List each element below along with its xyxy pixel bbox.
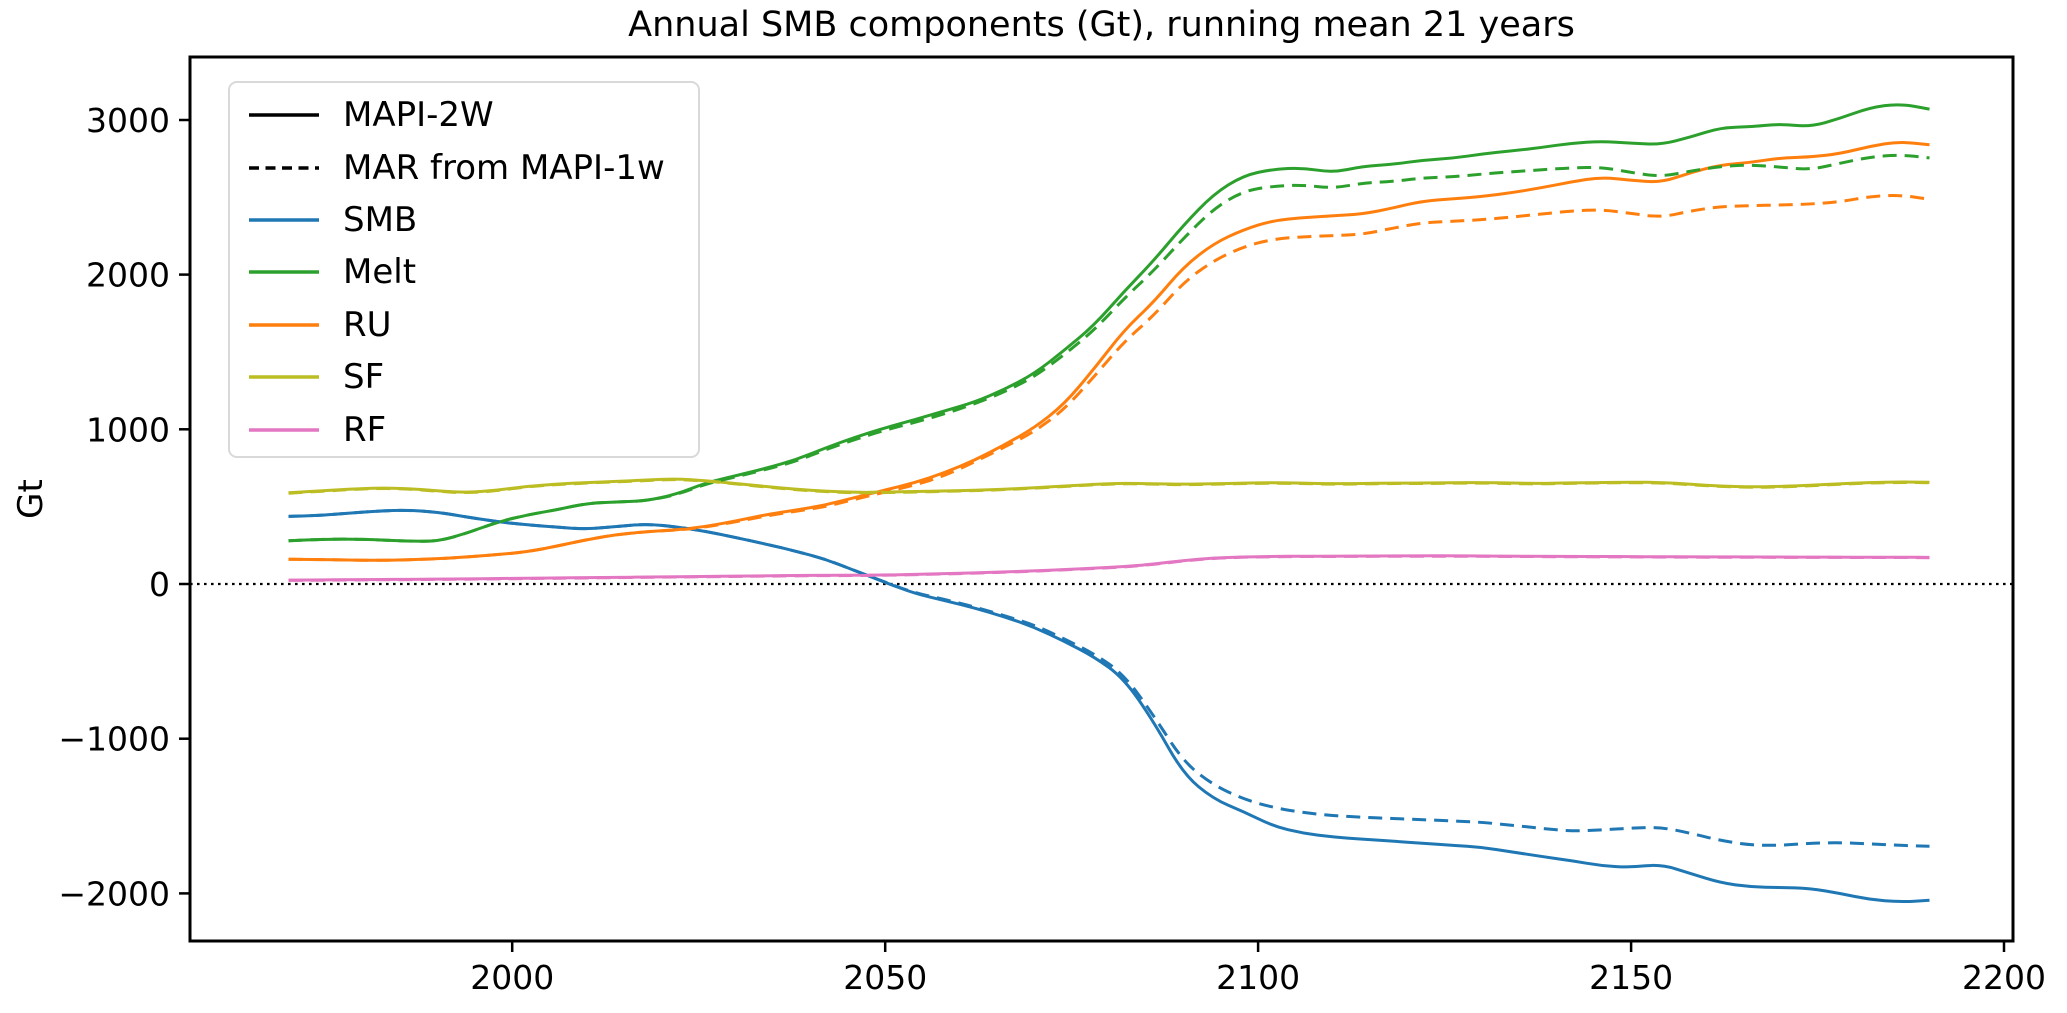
legend-line-sample-solid: [249, 270, 319, 275]
x-tick-label: 2100: [1216, 958, 1300, 997]
legend-item-mar-from-mapi-1w: MAR from MAPI-1w: [247, 141, 698, 193]
chart-title: Annual SMB components (Gt), running mean…: [628, 5, 1575, 45]
legend-item-rf: RF: [247, 403, 698, 455]
x-tick-label: 2150: [1589, 958, 1673, 997]
series-lines-group: [288, 103, 1930, 904]
legend: MAPI-2W MAR from MAPI-1w SMB Melt RU SF RF: [228, 81, 700, 458]
legend-line-sample-dashed: [249, 165, 319, 170]
legend-line-sample-solid: [249, 113, 319, 117]
y-axis-label: Gt: [11, 479, 51, 519]
series-line-smb-mar1w: [288, 508, 1930, 848]
series-line-ru-mar1w: [288, 194, 1930, 562]
legend-line-sample-solid: [249, 323, 319, 327]
y-tick-label: 0: [149, 565, 170, 604]
plot-border: [188, 55, 2015, 943]
y-tick-label: −2000: [58, 874, 170, 913]
legend-label: SF: [343, 357, 385, 398]
legend-label: RU: [343, 304, 392, 345]
axes-group: 2000 2050 2100 2150 2200 3000 2000 1000 0 −1000 −2…: [58, 55, 2046, 997]
series-line-melt-mar1w: [288, 153, 1930, 543]
legend-line-sample-solid: [249, 375, 319, 379]
legend-label: Melt: [343, 252, 417, 293]
legend-item-smb: SMB: [247, 194, 698, 246]
y-tick-label: 2000: [86, 256, 170, 295]
x-tick-label: 2050: [843, 958, 927, 997]
legend-label: RF: [343, 409, 387, 450]
legend-item-sf: SF: [247, 351, 698, 403]
legend-item-melt: Melt: [247, 246, 698, 298]
y-tick-label: −1000: [58, 720, 170, 759]
legend-item-mapi-2w: MAPI-2W: [247, 89, 698, 141]
x-tick-label: 2000: [470, 958, 554, 997]
series-line-smb-mapi2w: [288, 508, 1930, 904]
legend-line-sample-solid: [249, 427, 319, 432]
x-tick-label: 2200: [1962, 958, 2046, 997]
y-tick-label: 1000: [86, 410, 170, 449]
series-line-sf-mar1w: [288, 478, 1930, 495]
legend-label: MAR from MAPI-1w: [343, 147, 665, 188]
series-line-rf-mar1w: [288, 554, 1930, 582]
legend-label: SMB: [343, 199, 418, 240]
y-tick-label: 3000: [86, 101, 170, 140]
legend-line-sample-solid: [249, 218, 319, 222]
legend-label: MAPI-2W: [343, 95, 494, 136]
series-line-ru-mapi2w: [288, 141, 1930, 562]
legend-item-ru: RU: [247, 299, 698, 351]
